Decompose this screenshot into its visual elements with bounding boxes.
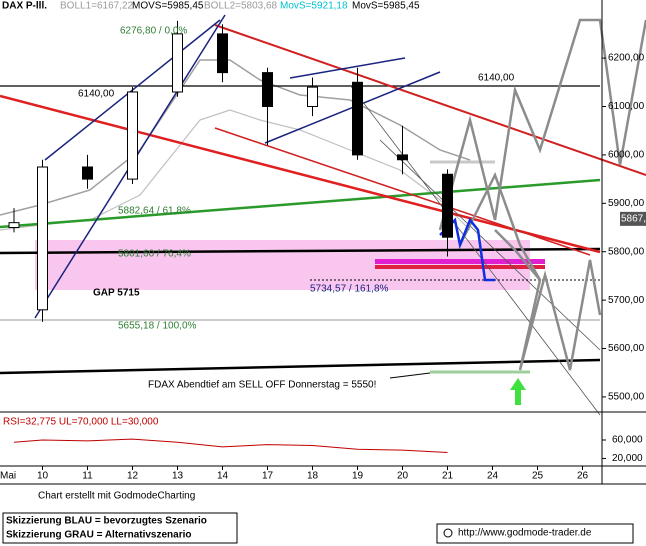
channel-line	[379, 139, 601, 351]
annotation: 5882,64 / 61,8%	[118, 206, 191, 217]
url-box	[436, 523, 634, 544]
header-item: MOVS=5985,45	[132, 1, 204, 12]
x-tick-label: 12	[127, 471, 139, 482]
annotation: GAP 5715	[93, 288, 140, 299]
credit: Chart erstellt mit GodmodeCharting	[38, 491, 195, 502]
note: Skizzierung BLAU = bevorzugtes Szenario	[6, 516, 207, 527]
x-tick-label: 20	[397, 471, 409, 482]
rsi-title: RSI=32,775 UL=70,000 LL=30,000	[3, 417, 159, 428]
candle-body	[262, 72, 273, 107]
y-tick-label: 6200,00	[608, 53, 645, 64]
header-item: DAX P-lll.	[2, 1, 47, 12]
y-tick-label: 60,000	[612, 435, 643, 446]
header-item: BOLL1=6167,22	[60, 1, 134, 12]
header-item: MovS=5921,18	[280, 1, 348, 12]
y-tick-label: 5500,00	[608, 392, 645, 403]
scenario-blue	[439, 217, 495, 282]
annotation: 6140,00	[478, 73, 515, 84]
annotation: FDAX Abendtief am SELL OFF Donnerstag = …	[148, 380, 376, 391]
support-line	[0, 247, 601, 255]
header-item: MovS=5985,45	[352, 1, 420, 12]
y-tick-label: 5900,00	[608, 198, 645, 209]
y-tick-label: 6100,00	[608, 101, 645, 112]
bollinger	[0, 59, 471, 216]
candle-body	[442, 173, 453, 238]
candle-body	[127, 91, 138, 180]
x-tick-label: 26	[577, 471, 589, 482]
annotation: 5801,60 / 76,4%	[118, 249, 191, 260]
trend-line	[289, 57, 406, 79]
url-icon	[443, 528, 453, 538]
x-tick-label: 11	[82, 471, 93, 482]
target-zone	[375, 259, 545, 264]
trend-line	[0, 94, 601, 254]
x-tick-label: 10	[37, 471, 49, 482]
pointer	[389, 372, 431, 379]
header-item: BOLL2=5803,68	[204, 1, 278, 12]
trend-line	[214, 24, 646, 176]
candle-body	[37, 166, 48, 311]
candle-body	[8, 222, 20, 229]
last-value-box	[620, 211, 646, 226]
y-tick-label: 5600,00	[608, 343, 645, 354]
url: http://www.godmode-trader.de	[458, 528, 592, 539]
x-tick-label: 21	[442, 471, 454, 482]
x-tick-label: 19	[352, 471, 364, 482]
x-tick-label: 17	[262, 471, 274, 482]
y-tick-label: 20,000	[612, 453, 643, 464]
y-tick-label: 5800,00	[608, 246, 645, 257]
candle-body	[82, 166, 93, 180]
arrow	[510, 378, 526, 405]
y-tick-label: 6000,00	[608, 150, 645, 161]
annotation: 5734,57 / 161,8%	[310, 284, 389, 295]
x-tick-label: 14	[217, 471, 229, 482]
target-zone	[375, 265, 545, 269]
candle-body	[172, 33, 183, 93]
x-tick-label: 13	[172, 471, 184, 482]
note-box	[2, 512, 238, 544]
candle-body	[397, 154, 408, 161]
scenario-gray	[494, 229, 541, 281]
candle-body	[217, 33, 228, 74]
scenario-gray	[458, 171, 602, 371]
trend-line	[214, 127, 591, 256]
candle-body	[307, 86, 318, 107]
x-tick-label: 25	[532, 471, 544, 482]
note: Skizzierung GRAU = Alternativszenario	[6, 530, 192, 541]
x-tick-label: Mai	[0, 471, 16, 482]
y-tick-label: 5700,00	[608, 295, 645, 306]
rsi-line	[13, 438, 448, 453]
last-value-label: 5867,88	[621, 213, 646, 224]
candle-body	[352, 81, 363, 156]
x-tick-label: 24	[487, 471, 499, 482]
channel-line	[349, 84, 601, 416]
scenario-gray	[438, 18, 646, 231]
x-tick-label: 18	[307, 471, 319, 482]
annotation: 6140,00	[78, 89, 115, 100]
annotation: 6276,80 / 0,0%	[120, 26, 187, 37]
support-line	[0, 358, 601, 375]
annotation: 5655,18 / 100,0%	[118, 321, 197, 332]
